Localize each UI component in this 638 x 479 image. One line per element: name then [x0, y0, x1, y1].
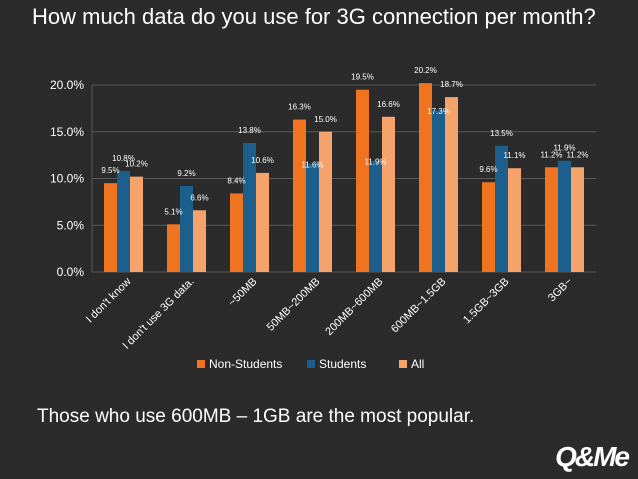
bar-students — [180, 185, 193, 272]
bar-students — [369, 160, 382, 272]
bars — [104, 83, 584, 273]
legend-label: All — [411, 357, 424, 371]
x-tick-label: I don't know — [84, 276, 134, 326]
data-label: 8.4% — [227, 176, 245, 185]
legend-swatch-students — [307, 360, 315, 368]
data-labels: 9.5% 10.8%10.2% 5.1% 9.2% 6.6% 8.4% 13.8% 10.6%… — [101, 66, 588, 216]
x-tick-label: 50MB~200MB — [265, 276, 323, 334]
y-tick-label: 0.0% — [57, 265, 85, 279]
y-tick-label: 20.0% — [50, 78, 84, 92]
data-label: 9.6% — [479, 165, 497, 174]
y-tick-label: 10.0% — [50, 172, 84, 186]
data-label: 11.2% — [540, 150, 562, 159]
data-label: 11.9% — [553, 144, 575, 153]
bar-students — [432, 110, 445, 273]
bar-all — [508, 168, 521, 272]
y-tick-label: 5.0% — [57, 218, 85, 232]
bar-students — [117, 171, 130, 272]
x-tick-label: 200MB~600MB — [323, 276, 385, 338]
data-label: 10.8% — [112, 154, 135, 163]
data-label: 11.6% — [301, 161, 323, 170]
bar-non-students — [293, 119, 306, 272]
bar-non-students — [230, 193, 243, 272]
bar-all — [130, 176, 143, 272]
bar-non-students — [482, 182, 495, 272]
data-label: 18.7% — [440, 80, 463, 89]
data-label: 16.3% — [288, 103, 311, 112]
data-label: 11.9% — [364, 158, 386, 167]
x-tick-label: 600MB~1.5GB — [389, 276, 449, 336]
bar-all — [319, 131, 332, 272]
data-label: 13.5% — [490, 129, 513, 138]
legend-swatch-non-students — [197, 360, 205, 368]
x-tick-label: 3GB~ — [546, 276, 575, 305]
legend: Non-Students Students All — [197, 357, 424, 371]
bar-non-students — [545, 167, 558, 272]
y-axis-ticks: 0.0% 5.0% 10.0% 15.0% 20.0% — [50, 78, 84, 279]
bar-chart: 0.0% 5.0% 10.0% 15.0% 20.0% 9.5% 10.8%10.2% 5.… — [50, 66, 596, 371]
legend-swatch-all — [399, 360, 407, 368]
slide-title: How much data do you use for 3G connecti… — [32, 4, 596, 29]
bar-all — [256, 172, 269, 272]
bar-non-students — [104, 183, 117, 272]
x-tick-label: I don't use 3G data. — [120, 276, 196, 352]
data-label: 17.3% — [427, 107, 450, 116]
data-label: 15.0% — [314, 115, 337, 124]
data-label: 9.2% — [177, 169, 195, 178]
data-label: 10.6% — [251, 156, 274, 165]
bar-students — [306, 163, 319, 272]
bar-students — [495, 145, 508, 272]
bar-non-students — [167, 224, 180, 272]
y-tick-label: 15.0% — [50, 125, 84, 139]
legend-label: Students — [319, 357, 366, 371]
bar-non-students — [356, 89, 369, 272]
bar-all — [445, 97, 458, 272]
bar-all — [382, 116, 395, 272]
x-tick-label: ~50MB — [226, 276, 259, 309]
data-label: 20.2% — [414, 66, 437, 75]
bar-all — [571, 167, 584, 272]
x-tick-label: 1.5GB~3GB — [461, 276, 512, 327]
data-label: 16.6% — [377, 100, 400, 109]
data-label: 9.5% — [101, 166, 119, 175]
brand-logo: Q&Me — [555, 441, 630, 472]
data-label: 5.1% — [164, 207, 182, 216]
legend-label: Non-Students — [209, 357, 282, 371]
bar-all — [193, 210, 206, 272]
data-label: 19.5% — [351, 73, 374, 82]
data-label: 6.6% — [190, 193, 208, 202]
bar-non-students — [419, 83, 432, 272]
data-label: 13.8% — [238, 126, 261, 135]
data-label: 11.1% — [503, 151, 525, 160]
bar-students — [243, 142, 256, 272]
data-label: 11.2% — [566, 150, 588, 159]
bar-students — [558, 160, 571, 272]
data-label: 10.2% — [125, 160, 148, 169]
slide-caption: Those who use 600MB – 1GB are the most p… — [37, 406, 475, 427]
